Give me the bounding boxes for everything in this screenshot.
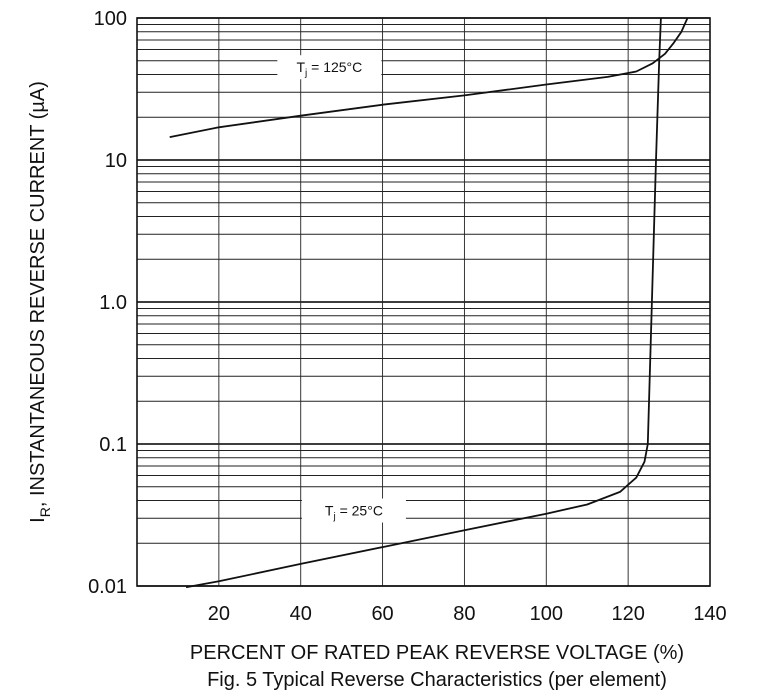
x-tick-label: 40 <box>290 603 312 625</box>
series-label-main: T <box>325 503 334 519</box>
curve-labels: Tj = 125°CTj = 25°C <box>277 55 406 523</box>
plot-frame <box>136 17 711 587</box>
figure-caption: Fig. 5 Typical Reverse Characteristics (… <box>207 669 667 691</box>
series-line-1 <box>185 17 662 589</box>
y-tick-label: 10 <box>105 150 127 172</box>
series-label-1: Tj = 25°C <box>301 498 406 523</box>
series-label-main: T <box>296 59 305 75</box>
series-line-0 <box>169 17 689 138</box>
series-label-text: Tj = 25°C <box>325 503 383 523</box>
x-tick-label: 60 <box>371 603 393 625</box>
y-tick-label: 1.0 <box>99 292 127 314</box>
series-label-sub: j <box>332 512 335 523</box>
y-axis-title: IR, INSTANTANEOUS REVERSE CURRENT (µA) <box>27 81 53 523</box>
series-label-sub: j <box>304 68 307 79</box>
series-label-rest: = 25°C <box>336 503 383 519</box>
x-axis-title: PERCENT OF RATED PEAK REVERSE VOLTAGE (%… <box>190 642 684 664</box>
y-tick-label: 0.01 <box>88 576 127 598</box>
y-axis-title-sub: R <box>37 507 53 517</box>
x-tick-label: 140 <box>693 603 726 625</box>
curves <box>169 17 689 589</box>
series-label-text: Tj = 125°C <box>296 59 362 79</box>
y-tick-label: 100 <box>94 8 127 30</box>
y-axis-title-main: I <box>27 517 49 523</box>
x-tick-label: 100 <box>530 603 563 625</box>
series-label-bg <box>277 55 382 80</box>
x-tick-label: 20 <box>208 603 230 625</box>
series-label-bg <box>301 498 406 523</box>
y-axis-title-rest: , INSTANTANEOUS REVERSE CURRENT (µA) <box>27 81 49 507</box>
y-tick-label: 0.1 <box>99 434 127 456</box>
series-label-0: Tj = 125°C <box>277 55 382 80</box>
x-tick-label: 80 <box>453 603 475 625</box>
tick-labels: 20 40 60 80 100 120 140 0.01 0.1 1.0 10 100 <box>88 8 727 625</box>
series-label-rest: = 125°C <box>307 59 362 75</box>
grid <box>137 17 710 587</box>
x-tick-label: 120 <box>611 603 644 625</box>
